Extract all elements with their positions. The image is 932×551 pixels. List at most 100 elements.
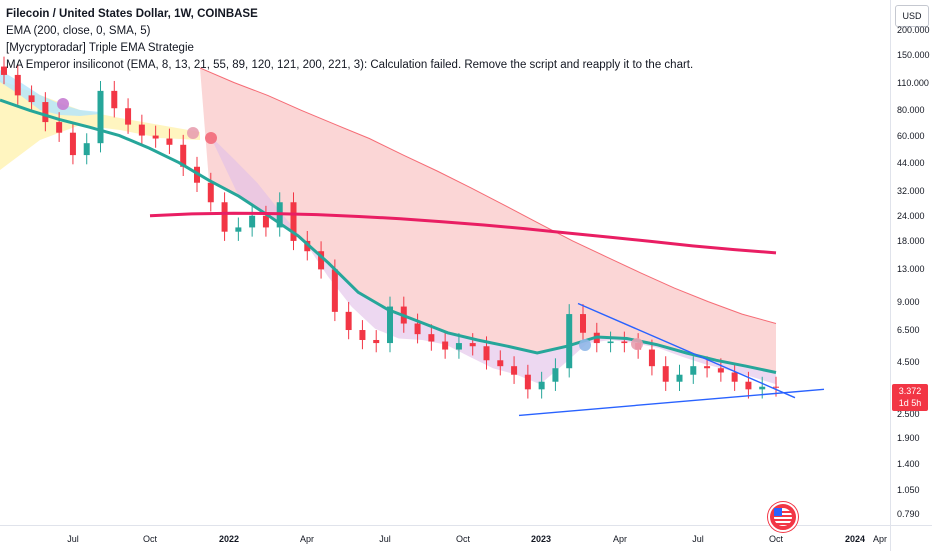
candle-body <box>552 368 559 382</box>
candle-body <box>262 215 269 228</box>
candle-body <box>455 343 462 350</box>
triple-ema-indicator-label[interactable]: [Mycryptoradar] Triple EMA Strategie <box>6 42 194 54</box>
crossover-marker <box>205 132 217 144</box>
candle-body <box>125 108 132 125</box>
current-price-tag: 3.372 1d 5h <box>892 384 928 411</box>
ma-emperor-indicator-label[interactable]: MA Emperor insiliconot (EMA, 8, 13, 21, … <box>6 59 694 71</box>
candle-body <box>524 374 531 390</box>
price-tick: 1.900 <box>897 432 920 443</box>
candle-body <box>111 90 118 109</box>
current-price: 3.372 <box>898 386 922 396</box>
price-tick: 2.500 <box>897 408 920 419</box>
candle-body <box>249 215 256 228</box>
price-axis[interactable]: USD 200.000 150.000 110.000 80.000 60.000 44.… <box>890 0 932 525</box>
price-tick: 6.500 <box>897 325 920 336</box>
crossover-marker <box>579 339 591 351</box>
red-ema-cloud <box>200 67 776 373</box>
price-tick: 110.000 <box>897 77 929 88</box>
candle-body <box>97 90 104 144</box>
price-tick: 200.000 <box>897 25 930 36</box>
price-tick: 44.000 <box>897 157 925 168</box>
time-tick: Oct <box>142 534 158 544</box>
candle-body <box>138 124 145 136</box>
candle-body <box>731 372 738 382</box>
price-tick: 4.500 <box>897 357 920 368</box>
candle-body <box>621 341 628 344</box>
support-trendline <box>518 388 825 417</box>
price-tick: 32.000 <box>897 185 925 196</box>
candle-body <box>83 143 90 156</box>
crossover-marker <box>631 338 643 350</box>
time-tick: 2023 <box>530 534 552 544</box>
price-tick: 60.000 <box>897 130 925 141</box>
mid-ema-line <box>0 98 777 374</box>
candle-body <box>235 227 242 232</box>
us-flag-event-icon[interactable] <box>768 502 798 532</box>
candle-body <box>717 368 724 373</box>
ema-indicator-label[interactable]: EMA (200, close, 0, SMA, 5) <box>6 25 151 37</box>
bar-countdown: 1d 5h <box>898 398 922 408</box>
candle-body <box>428 334 435 342</box>
candle-body <box>180 144 187 167</box>
candle-body <box>511 366 518 375</box>
price-chart[interactable] <box>0 0 890 525</box>
time-tick: Oct <box>455 534 471 544</box>
candle-body <box>318 251 325 270</box>
indicator-lines <box>0 67 825 417</box>
symbol-title[interactable]: Filecoin / United States Dollar, 1W, COI… <box>6 8 258 20</box>
resistance-trendline <box>577 302 796 399</box>
candle-body <box>69 132 76 156</box>
price-tick: 150.000 <box>897 50 930 61</box>
time-tick: 2024 <box>844 534 866 544</box>
price-tick: 1.400 <box>897 459 920 470</box>
candle-body <box>56 122 63 133</box>
price-tick: 80.000 <box>897 105 925 116</box>
price-tick: 9.000 <box>897 296 920 307</box>
candle-body <box>152 135 159 139</box>
candle-body <box>166 138 173 145</box>
candle-body <box>207 182 214 203</box>
price-tick: 13.000 <box>897 264 925 275</box>
time-tick: Jul <box>67 534 79 544</box>
candle-body <box>648 349 655 367</box>
candle-body <box>497 360 504 367</box>
candle-body <box>662 366 669 382</box>
chart-legend: Filecoin / United States Dollar, 1W, COI… <box>6 6 693 74</box>
candle-body <box>331 269 338 312</box>
time-tick: 2022 <box>218 534 240 544</box>
time-tick: Oct <box>768 534 784 544</box>
candle-body <box>373 339 380 344</box>
candle-body <box>745 381 752 390</box>
candle-body <box>221 202 228 232</box>
candle-body <box>759 386 766 390</box>
candle-body <box>580 314 586 333</box>
candle-body <box>1 66 7 75</box>
candle-body <box>690 366 697 375</box>
candle-body <box>359 330 366 340</box>
candle-body <box>773 386 779 388</box>
time-tick: Apr <box>299 534 315 544</box>
currency-button[interactable]: USD <box>895 5 929 27</box>
candle-body <box>483 346 490 361</box>
candle-body <box>345 311 352 331</box>
candle-body <box>442 341 449 350</box>
time-axis[interactable]: Jul Oct 2022 Apr Jul Oct 2023 Apr Jul Oct 2024 Apr <box>0 525 890 551</box>
axis-corner <box>890 525 932 551</box>
time-tick: Jul <box>692 534 704 544</box>
slow-ema-line <box>199 67 777 324</box>
candle-body <box>387 306 393 344</box>
price-tick: 24.000 <box>897 210 925 221</box>
candle-body <box>290 202 297 241</box>
time-tick: Jul <box>379 534 391 544</box>
candle-body <box>28 95 35 103</box>
candle-body <box>607 341 614 344</box>
candle-body <box>704 366 711 369</box>
candle-body <box>469 343 476 347</box>
time-tick: Apr <box>612 534 628 544</box>
candle-body <box>14 74 21 96</box>
signal-markers <box>57 98 643 351</box>
candle-body <box>538 381 545 390</box>
ema-200-line <box>149 211 777 255</box>
crossover-marker <box>57 98 69 110</box>
candle-body <box>414 323 421 335</box>
